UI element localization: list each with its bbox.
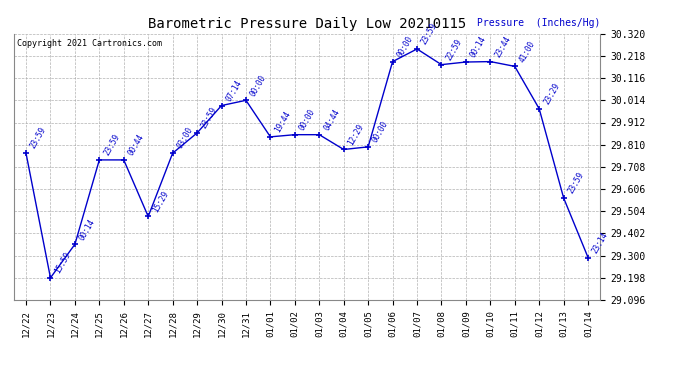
Text: 22:59: 22:59 (444, 38, 464, 62)
Text: 00:14: 00:14 (78, 217, 97, 242)
Text: 23:59: 23:59 (102, 133, 121, 157)
Text: Pressure  (Inches/Hg): Pressure (Inches/Hg) (477, 18, 600, 28)
Text: 03:00: 03:00 (175, 126, 195, 150)
Text: 00:44: 00:44 (126, 133, 146, 157)
Text: 00:00: 00:00 (395, 34, 415, 59)
Text: 23:59: 23:59 (420, 22, 439, 46)
Text: 23:44: 23:44 (493, 34, 513, 59)
Text: 23:14: 23:14 (591, 230, 610, 255)
Text: 00:14: 00:14 (469, 35, 488, 59)
Text: 23:29: 23:29 (542, 81, 562, 106)
Text: 19:44: 19:44 (273, 110, 293, 134)
Text: 15:29: 15:29 (151, 189, 170, 214)
Text: 12:29: 12:29 (346, 122, 366, 147)
Text: 00:00: 00:00 (248, 73, 268, 98)
Text: 15:59: 15:59 (53, 251, 72, 275)
Text: 04:44: 04:44 (322, 107, 342, 132)
Text: 07:14: 07:14 (224, 78, 244, 103)
Text: 41:00: 41:00 (518, 39, 537, 64)
Title: Barometric Pressure Daily Low 20210115: Barometric Pressure Daily Low 20210115 (148, 17, 466, 31)
Text: 23:59: 23:59 (200, 106, 219, 130)
Text: 23:59: 23:59 (566, 171, 586, 195)
Text: 00:00: 00:00 (371, 120, 391, 144)
Text: Copyright 2021 Cartronics.com: Copyright 2021 Cartronics.com (17, 39, 161, 48)
Text: 00:00: 00:00 (297, 107, 317, 132)
Text: 23:59: 23:59 (29, 126, 48, 150)
